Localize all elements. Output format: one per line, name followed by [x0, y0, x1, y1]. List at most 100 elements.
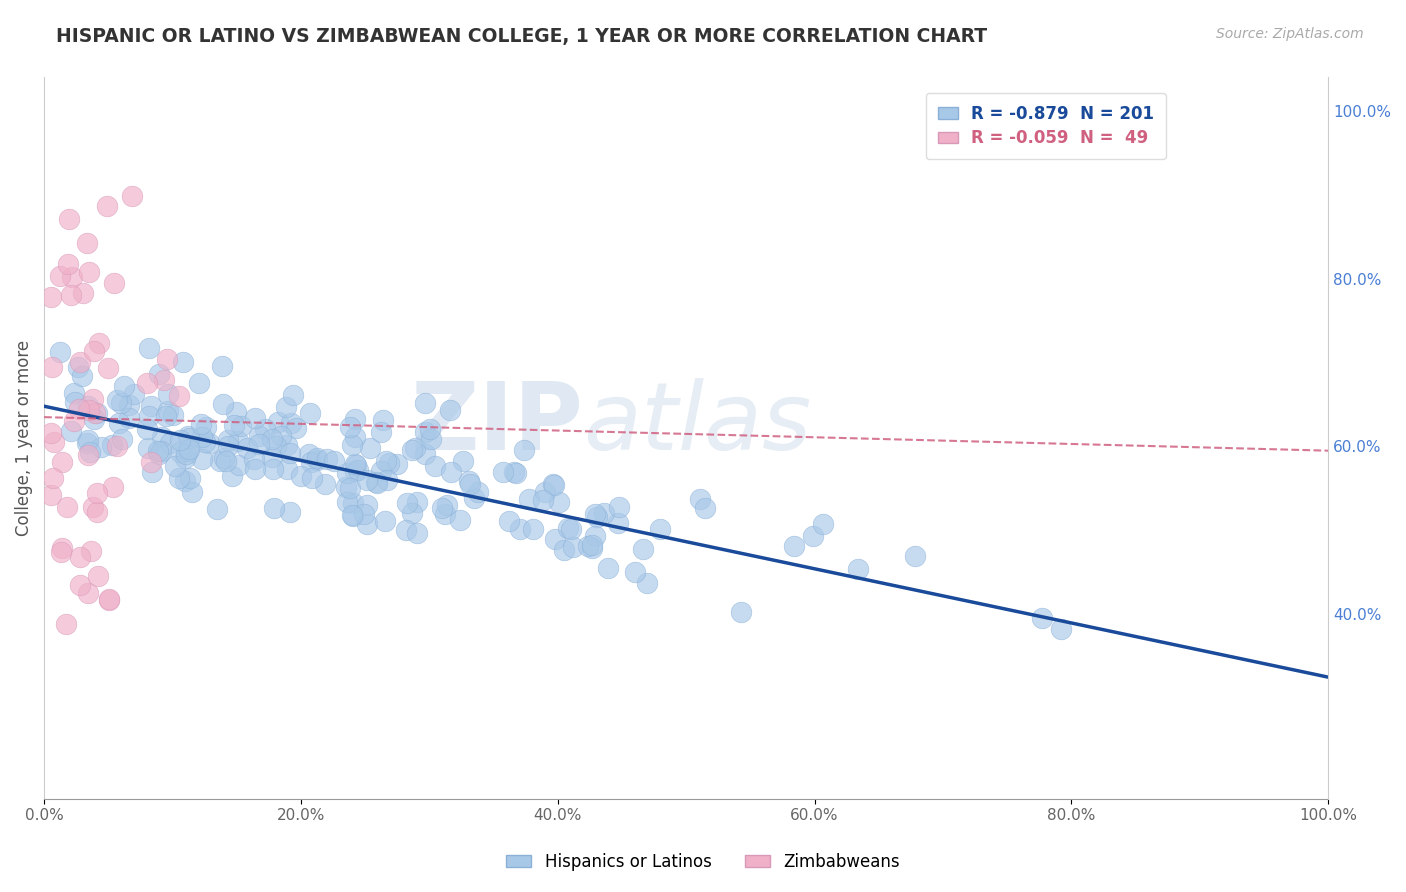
Point — [49, 545, 72, 559]
Point — [347, 463, 370, 477]
Point — [247, 429, 270, 443]
Point — [86, 406, 108, 420]
Point — [264, 440, 287, 454]
Point — [596, 561, 619, 575]
Point — [153, 373, 176, 387]
Point — [82, 500, 104, 514]
Point — [83, 343, 105, 358]
Point — [846, 562, 869, 576]
Point — [378, 456, 401, 470]
Point — [374, 514, 396, 528]
Point — [191, 452, 214, 467]
Point — [215, 454, 238, 468]
Point — [217, 439, 239, 453]
Point — [276, 437, 298, 451]
Point — [811, 517, 834, 532]
Point — [631, 542, 654, 557]
Point — [576, 540, 599, 554]
Point — [51, 455, 73, 469]
Point — [278, 446, 301, 460]
Point — [371, 413, 394, 427]
Point — [547, 495, 569, 509]
Point — [335, 480, 357, 494]
Point — [111, 432, 134, 446]
Point — [209, 453, 232, 467]
Point — [42, 435, 65, 450]
Point — [121, 188, 143, 202]
Point — [56, 258, 79, 272]
Point — [406, 494, 429, 508]
Point — [583, 529, 606, 543]
Point — [97, 360, 120, 375]
Point — [299, 455, 322, 469]
Point — [730, 605, 752, 619]
Point — [298, 447, 321, 461]
Point — [105, 439, 128, 453]
Point — [118, 411, 141, 425]
Point — [173, 474, 195, 488]
Point — [177, 443, 200, 458]
Point — [108, 417, 131, 431]
Point — [138, 341, 160, 355]
Point — [149, 443, 172, 458]
Point — [117, 398, 139, 412]
Point — [543, 478, 565, 492]
Point — [375, 453, 398, 467]
Point — [191, 429, 214, 443]
Point — [122, 387, 145, 401]
Point — [90, 440, 112, 454]
Point — [212, 397, 235, 411]
Point — [419, 422, 441, 436]
Point — [69, 550, 91, 565]
Point — [253, 422, 276, 436]
Point — [197, 435, 219, 450]
Point — [96, 198, 118, 212]
Point — [87, 568, 110, 582]
Point — [76, 236, 98, 251]
Point — [356, 499, 378, 513]
Point — [245, 461, 267, 475]
Point — [440, 465, 463, 479]
Point — [97, 592, 120, 607]
Point — [359, 442, 381, 456]
Point — [344, 464, 367, 478]
Point — [138, 409, 160, 424]
Point — [395, 523, 418, 537]
Point — [103, 277, 125, 291]
Point — [112, 379, 135, 393]
Point — [136, 441, 159, 455]
Point — [270, 429, 292, 443]
Point — [342, 495, 364, 509]
Point — [226, 434, 249, 448]
Point — [463, 491, 485, 506]
Legend: Hispanics or Latinos, Zimbabweans: Hispanics or Latinos, Zimbabweans — [498, 845, 908, 880]
Point — [366, 476, 388, 491]
Point — [179, 471, 201, 485]
Point — [315, 452, 337, 467]
Point — [217, 433, 239, 447]
Point — [623, 565, 645, 579]
Point — [553, 543, 575, 558]
Point — [276, 400, 298, 414]
Point — [370, 425, 392, 440]
Point — [420, 432, 443, 446]
Point — [156, 352, 179, 367]
Point — [322, 454, 344, 468]
Point — [82, 392, 104, 406]
Point — [340, 508, 363, 522]
Point — [101, 480, 124, 494]
Point — [263, 500, 285, 515]
Point — [98, 593, 121, 607]
Point — [194, 419, 217, 434]
Point — [83, 412, 105, 426]
Point — [396, 496, 419, 510]
Point — [301, 471, 323, 485]
Point — [636, 576, 658, 591]
Point — [278, 505, 301, 519]
Point — [314, 476, 336, 491]
Point — [141, 455, 163, 469]
Point — [41, 359, 63, 374]
Point — [179, 442, 201, 457]
Point — [105, 393, 128, 408]
Point — [205, 502, 228, 516]
